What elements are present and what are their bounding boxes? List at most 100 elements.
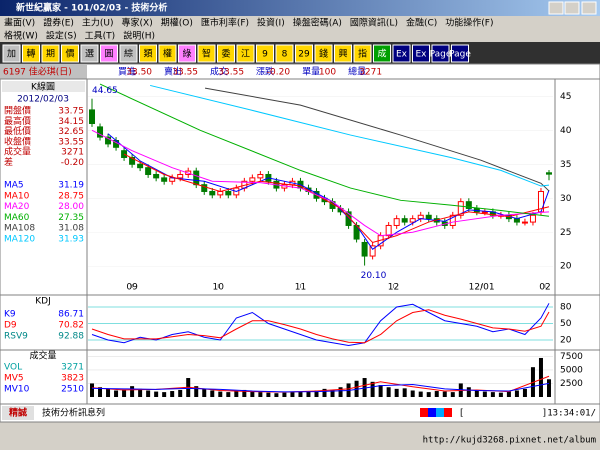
annotation: 44.65 (92, 86, 118, 96)
toolbar-button[interactable] (431, 44, 450, 63)
info-value: 33.75 (58, 107, 84, 117)
maximize-button[interactable] (564, 1, 580, 15)
toolbar-button[interactable] (373, 44, 391, 63)
legend-name: MA10 (4, 191, 30, 201)
toolbar-button[interactable] (100, 44, 118, 63)
info-header: K線圖 (31, 81, 55, 93)
toolbar-button[interactable] (197, 44, 216, 63)
close-button[interactable] (581, 1, 597, 15)
info-label: 收盤價 (4, 135, 31, 147)
candle-body (361, 241, 368, 257)
toolbar-label: 9 (262, 50, 268, 60)
volume-bar (442, 391, 447, 397)
toolbar-label: 興 (338, 49, 347, 60)
watermark-url: http://kujd3268.pixnet.net/album (423, 436, 596, 446)
volume-bar (282, 392, 287, 397)
symbol-box (0, 64, 87, 79)
menu-item[interactable]: 工具(T) (85, 31, 116, 42)
candle-body (145, 167, 152, 175)
candle-body (529, 214, 536, 223)
menu-item[interactable]: 功能操作(F) (445, 17, 493, 29)
toolbar-button[interactable] (334, 44, 352, 63)
menu-item[interactable]: 金融(C) (406, 17, 437, 29)
toolbar-button[interactable] (295, 44, 313, 63)
volume-bar (274, 393, 279, 397)
toolbar-button[interactable] (2, 44, 21, 63)
menu-item[interactable]: 匯市利率(F) (201, 17, 249, 29)
toolbar-button[interactable] (158, 44, 177, 63)
volume-bar (338, 387, 343, 397)
legend-name: MA120 (4, 235, 35, 245)
toolbar-label: 29 (298, 50, 310, 60)
toolbar-button[interactable] (22, 44, 40, 63)
candle-body (465, 201, 472, 209)
volume-bar (242, 389, 247, 397)
menu-item[interactable]: 期權(O) (161, 17, 193, 29)
status-light (428, 408, 436, 417)
legend-name: MV10 (4, 385, 30, 395)
menu-item[interactable]: 設定(S) (46, 30, 77, 42)
menu-item[interactable]: 格視(W) (4, 30, 38, 42)
toolbar-label: Ex (396, 50, 408, 60)
volume-bar (394, 388, 399, 397)
toolbar-label: 智 (202, 48, 211, 60)
toolbar-label: Page (449, 50, 471, 60)
volume-bar (162, 392, 167, 397)
volume-bar (386, 387, 391, 397)
candle-body (89, 109, 96, 125)
menu-item[interactable]: 專家(X) (122, 17, 153, 29)
toolbar-button[interactable] (275, 44, 294, 63)
menu-item[interactable]: 說明(H) (123, 30, 155, 42)
menu-item[interactable]: 證券(E) (43, 17, 74, 29)
toolbar-label: 選 (85, 49, 94, 60)
toolbar-button[interactable] (139, 44, 157, 63)
volume-bar (322, 388, 327, 397)
candle-body (345, 211, 352, 226)
toolbar-label: 圓 (104, 49, 113, 60)
indicator-line (204, 87, 550, 192)
volume-bar (218, 391, 223, 397)
volume-bar (122, 389, 127, 397)
menu-item[interactable]: 投資(I) (257, 17, 285, 29)
menu-item[interactable]: 主力(U) (82, 17, 114, 29)
legend-value: 2510 (61, 385, 84, 395)
menu-item[interactable]: 國際資訊(L) (350, 17, 398, 29)
toolbar-button[interactable] (353, 44, 372, 63)
toolbar-label: 成 (377, 48, 386, 60)
volume-bar (498, 392, 503, 397)
legend-value: 28.00 (58, 202, 84, 212)
candle-body (401, 218, 408, 223)
menu-item[interactable]: 操盤密碼(A) (293, 17, 342, 29)
candle-body (105, 136, 112, 145)
legend-name: MA60 (4, 213, 30, 223)
volume-bar (490, 392, 495, 397)
candle-body (385, 224, 392, 237)
toolbar-button[interactable] (392, 44, 411, 63)
volume-bar (226, 392, 231, 397)
volume-bar (426, 392, 431, 397)
toolbar-button[interactable] (236, 44, 255, 63)
toolbar-button[interactable] (412, 44, 430, 63)
toolbar-button[interactable] (451, 44, 469, 63)
indicator-line (150, 84, 550, 187)
candle-body (153, 173, 160, 179)
volume-bar (306, 391, 311, 397)
toolbar-button[interactable] (178, 44, 196, 63)
candle-body (225, 190, 232, 196)
legend-value: 27.35 (58, 213, 84, 223)
toolbar-button[interactable] (256, 44, 274, 63)
info-value: -0.20 (61, 158, 85, 168)
toolbar-button[interactable] (61, 44, 79, 63)
toolbar-button[interactable] (217, 44, 235, 63)
quote-value: -0.20 (267, 68, 291, 78)
toolbar-label: 轉 (26, 48, 35, 60)
toolbar-button[interactable] (80, 44, 99, 63)
toolbar-button[interactable] (41, 44, 60, 63)
toolbar-button[interactable] (119, 44, 138, 63)
volume-bar (290, 392, 295, 397)
volume-bar (522, 388, 527, 397)
minimize-button[interactable] (548, 1, 564, 15)
toolbar-button[interactable] (314, 44, 333, 63)
menu-item[interactable]: 畫面(V) (4, 17, 35, 29)
y-tick-label: 2500 (560, 379, 583, 389)
